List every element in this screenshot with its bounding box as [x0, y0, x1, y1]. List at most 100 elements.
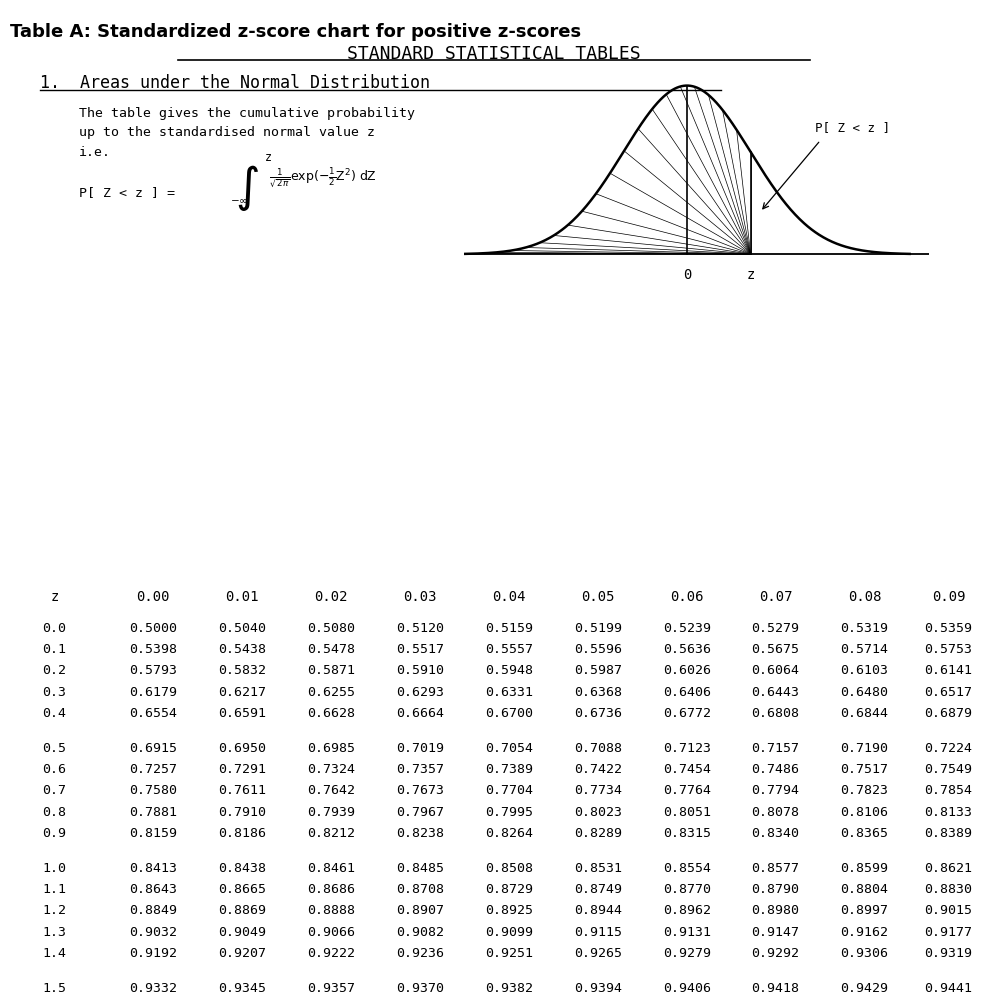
Text: 0.09: 0.09 [932, 590, 965, 604]
Text: 0.8133: 0.8133 [925, 806, 972, 819]
Text: 0.7642: 0.7642 [307, 785, 355, 798]
Text: 0.9251: 0.9251 [485, 947, 533, 960]
Text: 0.6664: 0.6664 [396, 707, 444, 720]
Text: 0.9319: 0.9319 [925, 947, 972, 960]
Text: 0.8686: 0.8686 [307, 882, 355, 896]
Text: 0.6141: 0.6141 [925, 664, 972, 677]
Text: 0.8212: 0.8212 [307, 827, 355, 841]
Text: 0.9306: 0.9306 [841, 947, 888, 960]
Text: 0.8264: 0.8264 [485, 827, 533, 841]
Text: $-\infty$: $-\infty$ [230, 195, 248, 205]
Text: 0.7673: 0.7673 [396, 785, 444, 798]
Text: 0.6700: 0.6700 [485, 707, 533, 720]
Text: 0.7995: 0.7995 [485, 806, 533, 819]
Text: z: z [265, 151, 272, 164]
Text: 0.7324: 0.7324 [307, 763, 355, 776]
Text: 0.6064: 0.6064 [752, 664, 799, 677]
Text: 0.7734: 0.7734 [574, 785, 621, 798]
Text: 1.5: 1.5 [42, 981, 66, 995]
Text: 0.6554: 0.6554 [129, 707, 177, 720]
Text: 0.7454: 0.7454 [663, 763, 710, 776]
Text: Table A: Standardized z-score chart for positive z-scores: Table A: Standardized z-score chart for … [10, 23, 581, 41]
Text: 0.5199: 0.5199 [574, 622, 621, 634]
Text: 0.9332: 0.9332 [129, 981, 177, 995]
Text: 0.8907: 0.8907 [396, 904, 444, 917]
Text: 0.8849: 0.8849 [129, 904, 177, 917]
Text: The table gives the cumulative probability: The table gives the cumulative probabili… [79, 107, 415, 120]
Text: 0.8: 0.8 [42, 806, 66, 819]
Text: 0.5714: 0.5714 [841, 643, 888, 656]
Text: 0.5279: 0.5279 [752, 622, 799, 634]
Text: 0.8554: 0.8554 [663, 862, 710, 874]
Text: 0.9236: 0.9236 [396, 947, 444, 960]
Text: 0.6985: 0.6985 [307, 741, 355, 755]
Text: 0.7967: 0.7967 [396, 806, 444, 819]
Text: 0.00: 0.00 [136, 590, 170, 604]
Text: 0.6: 0.6 [42, 763, 66, 776]
Text: 0.8997: 0.8997 [841, 904, 888, 917]
Text: 0.5910: 0.5910 [396, 664, 444, 677]
Text: 0.9115: 0.9115 [574, 926, 621, 939]
Text: 0.7157: 0.7157 [752, 741, 799, 755]
Text: 1.3: 1.3 [42, 926, 66, 939]
Text: 0.8531: 0.8531 [574, 862, 621, 874]
Text: 0.7019: 0.7019 [396, 741, 444, 755]
Text: 0.6915: 0.6915 [129, 741, 177, 755]
Text: 0.7881: 0.7881 [129, 806, 177, 819]
Text: 0.9207: 0.9207 [218, 947, 266, 960]
Text: 0: 0 [683, 268, 692, 282]
Text: STANDARD STATISTICAL TABLES: STANDARD STATISTICAL TABLES [347, 45, 641, 63]
Text: 0.9049: 0.9049 [218, 926, 266, 939]
Text: 0.07: 0.07 [759, 590, 792, 604]
Text: 0.6255: 0.6255 [307, 685, 355, 699]
Text: $\int$: $\int$ [235, 163, 259, 213]
Text: 0.9394: 0.9394 [574, 981, 621, 995]
Text: 0.05: 0.05 [581, 590, 615, 604]
Text: 0.6950: 0.6950 [218, 741, 266, 755]
Text: 0.7190: 0.7190 [841, 741, 888, 755]
Text: 0.8888: 0.8888 [307, 904, 355, 917]
Text: 0.6517: 0.6517 [925, 685, 972, 699]
Text: 0.9066: 0.9066 [307, 926, 355, 939]
Text: 0.5239: 0.5239 [663, 622, 710, 634]
Text: 0.8078: 0.8078 [752, 806, 799, 819]
Text: 0.9162: 0.9162 [841, 926, 888, 939]
Text: 0.06: 0.06 [670, 590, 703, 604]
Text: 1.  Areas under the Normal Distribution: 1. Areas under the Normal Distribution [40, 74, 430, 92]
Text: 0.7123: 0.7123 [663, 741, 710, 755]
Text: 0.6026: 0.6026 [663, 664, 710, 677]
Text: P[ Z < z ]: P[ Z < z ] [815, 121, 890, 133]
Text: 0.8749: 0.8749 [574, 882, 621, 896]
Text: 0.0: 0.0 [42, 622, 66, 634]
Text: 0.9: 0.9 [42, 827, 66, 841]
Text: 0.8051: 0.8051 [663, 806, 710, 819]
Text: 0.8106: 0.8106 [841, 806, 888, 819]
Text: 0.8729: 0.8729 [485, 882, 533, 896]
Text: 0.8643: 0.8643 [129, 882, 177, 896]
Text: 0.9279: 0.9279 [663, 947, 710, 960]
Text: 0.8621: 0.8621 [925, 862, 972, 874]
Text: 0.7: 0.7 [42, 785, 66, 798]
Text: 0.7224: 0.7224 [925, 741, 972, 755]
Text: 0.5359: 0.5359 [925, 622, 972, 634]
Text: 0.9441: 0.9441 [925, 981, 972, 995]
Text: 0.8962: 0.8962 [663, 904, 710, 917]
Text: 0.01: 0.01 [225, 590, 259, 604]
Text: 1.2: 1.2 [42, 904, 66, 917]
Text: 0.5636: 0.5636 [663, 643, 710, 656]
Text: 0.8577: 0.8577 [752, 862, 799, 874]
Text: 0.7054: 0.7054 [485, 741, 533, 755]
Text: 0.6736: 0.6736 [574, 707, 621, 720]
Text: 0.5398: 0.5398 [129, 643, 177, 656]
Text: up to the standardised normal value z: up to the standardised normal value z [79, 126, 375, 139]
Text: 0.8438: 0.8438 [218, 862, 266, 874]
Text: 0.7257: 0.7257 [129, 763, 177, 776]
Text: 0.9177: 0.9177 [925, 926, 972, 939]
Text: 0.5120: 0.5120 [396, 622, 444, 634]
Text: z: z [50, 590, 58, 604]
Text: 0.9192: 0.9192 [129, 947, 177, 960]
Text: 0.1: 0.1 [42, 643, 66, 656]
Text: 1.0: 1.0 [42, 862, 66, 874]
Text: 0.8925: 0.8925 [485, 904, 533, 917]
Text: 0.8413: 0.8413 [129, 862, 177, 874]
